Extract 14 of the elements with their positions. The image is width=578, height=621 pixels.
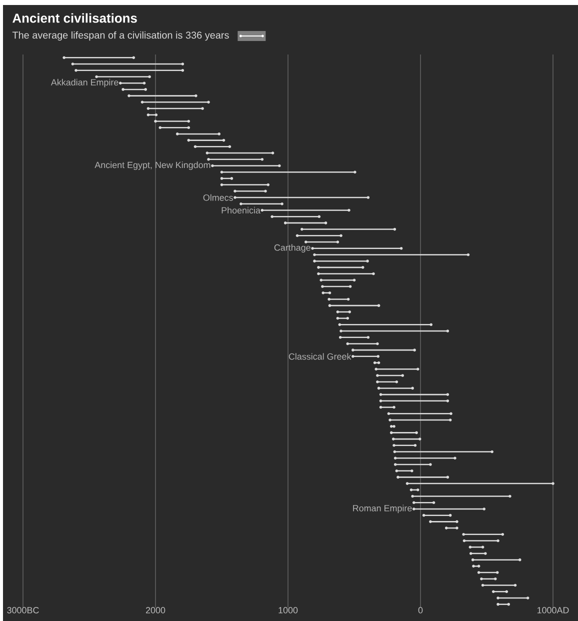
chart-title: Ancient civilisations xyxy=(12,13,137,23)
x-tick-label: 0 xyxy=(418,607,423,614)
y-tick-label: Roman Empire xyxy=(353,504,412,514)
chart-subtitle: The average lifespan of a civilisation is 336 years xyxy=(12,31,229,41)
y-tick-label: Ancient Egypt, New Kingdom xyxy=(94,162,210,170)
y-tick-label: Olmecs xyxy=(203,194,233,201)
x-tick-label: 1000 xyxy=(278,607,298,614)
y-tick-label: Classical Greek xyxy=(288,353,352,360)
y-tick-label: Phoenicia xyxy=(222,206,260,214)
x-tick-label: 2000 xyxy=(146,607,166,614)
y-tick-label: Akkadian Empire xyxy=(50,78,118,88)
y-tick-label: Carthage xyxy=(274,244,310,253)
x-tick-label: 1000AD xyxy=(537,607,569,614)
x-tick-label: 3000BC xyxy=(7,607,39,614)
